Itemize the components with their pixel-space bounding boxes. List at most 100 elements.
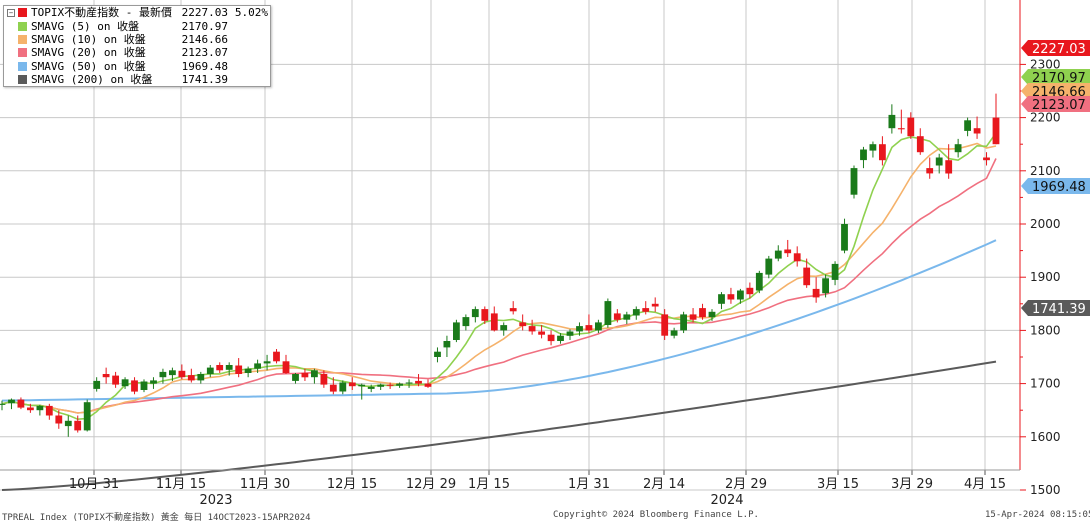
candle-body (27, 407, 34, 411)
candle-body (755, 272, 763, 291)
candle-body (651, 303, 659, 307)
candle-body (822, 278, 829, 294)
candle-body (737, 290, 744, 300)
year-label: 2024 (710, 493, 743, 508)
x-tick-label: 1月 15 (468, 477, 510, 492)
candle-body (263, 361, 271, 364)
candle-body (329, 384, 337, 392)
x-tick-label: 12月 15 (327, 477, 377, 492)
value-tag: 2170.97 (1021, 69, 1090, 86)
candle-body (140, 381, 148, 390)
candle-body (112, 375, 119, 385)
candle-body (519, 322, 527, 327)
y-tick-label: 1900 (1030, 270, 1061, 284)
candle-body (632, 309, 640, 316)
legend-change: 5.02% (234, 6, 268, 20)
x-axis: 10月 31 11月 15 11月 30 12月 15 12月 29 1月 15 1月 31… (0, 469, 1020, 508)
value-tag-box (1021, 300, 1090, 316)
candle-body (282, 361, 290, 373)
collapse-toggle-icon[interactable]: − (7, 8, 15, 17)
candle-body (576, 326, 583, 332)
value-tag-box (1021, 69, 1090, 85)
legend-entry[interactable]: − TOPIX不動産指数 - 最新價 2227.03 5.02% (4, 6, 270, 19)
candle-body (926, 168, 934, 174)
candle-body (850, 168, 858, 195)
year-label: 2023 (199, 493, 232, 508)
x-tick-label: 3月 29 (891, 477, 933, 492)
legend-swatch (18, 75, 27, 85)
legend-entry[interactable]: SMAVG (20) on 收盤 2123.07 (4, 46, 270, 59)
candle-body (689, 314, 697, 320)
legend-value: 1969.48 (181, 59, 228, 73)
candle-body (642, 308, 650, 312)
value-tag-box (1021, 40, 1090, 56)
value-tag: 2227.03 (1021, 40, 1090, 57)
candle-body (604, 301, 612, 325)
candle-body (424, 383, 432, 387)
footer-timestamp: 15-Apr-2024 08:15:05 (985, 510, 1090, 520)
candle-body (311, 370, 318, 378)
last-value-tags: 2227.032170.972146.662123.071969.481741.… (1021, 40, 1090, 317)
candle-body (481, 309, 489, 321)
candle-body (670, 330, 678, 336)
legend-entry[interactable]: SMAVG (5) on 收盤 2170.97 (4, 19, 270, 33)
candle-body (831, 263, 839, 280)
value-tag: 2123.07 (1021, 96, 1090, 113)
candle-body (992, 117, 1000, 145)
legend-entry[interactable]: SMAVG (10) on 收盤 2146.66 (4, 33, 270, 46)
candle-body (500, 325, 508, 331)
candle-body (273, 351, 280, 362)
candle-body (244, 368, 252, 373)
legend-entry[interactable]: SMAVG (50) on 收盤 1969.48 (4, 60, 270, 73)
candle-body (746, 287, 754, 295)
y-tick-label: 1800 (1030, 323, 1061, 337)
footer-left: TPREAL Index (TOPIX不動産指数) 黃金 每日 14OCT202… (2, 513, 311, 523)
candle-body (897, 128, 905, 130)
candle-body (55, 415, 63, 424)
footer-copyright: Copyright© 2024 Bloomberg Finance L.P. (553, 510, 759, 520)
x-tick-label: 1月 31 (568, 477, 610, 492)
candle-body (954, 144, 962, 153)
candle-body (235, 365, 243, 374)
y-tick-label: 2000 (1030, 217, 1061, 231)
candle-body (907, 117, 915, 137)
legend-swatch (18, 48, 27, 58)
x-tick-label: 4月 15 (964, 477, 1006, 492)
candle-body (538, 331, 545, 335)
legend-name: SMAVG (50) on 收盤 (31, 59, 146, 73)
legend-name: TOPIX不動産指数 - 最新價 (31, 6, 172, 20)
candle-body (841, 224, 848, 251)
value-tag: 1741.39 (1021, 300, 1090, 317)
legend-name: SMAVG (10) on 收盤 (31, 32, 146, 46)
candle-body (396, 383, 403, 386)
y-tick-label: 2200 (1030, 111, 1061, 125)
candle-body (0, 403, 6, 405)
legend-name: SMAVG (200) on 收盤 (31, 73, 153, 87)
candle-body (17, 399, 25, 408)
candle-body (45, 405, 53, 416)
value-tag-label: 1969.48 (1032, 180, 1086, 195)
candle-body (178, 370, 186, 378)
candle-body (680, 314, 687, 331)
legend-swatch (18, 8, 27, 18)
candle-body (358, 384, 366, 387)
legend-value: 2123.07 (181, 46, 228, 60)
candle-body (74, 420, 82, 431)
candle-body (765, 258, 773, 275)
candle-body (973, 128, 981, 134)
y-tick-label: 1600 (1030, 430, 1061, 444)
candle-body (509, 308, 517, 312)
candle-body (595, 322, 602, 331)
sma-10-line (1, 142, 997, 414)
candles (0, 93, 1000, 437)
legend-value: 2170.97 (181, 19, 228, 33)
candle-body (443, 341, 451, 348)
candle-body (434, 351, 441, 357)
value-tag-label: 2170.97 (1032, 71, 1086, 86)
legend-entry[interactable]: SMAVG (200) on 收盤 1741.39 (4, 73, 270, 86)
candle-body (339, 382, 347, 392)
candle-body (169, 370, 176, 376)
candle-body (812, 288, 820, 298)
candle-body (490, 313, 498, 331)
